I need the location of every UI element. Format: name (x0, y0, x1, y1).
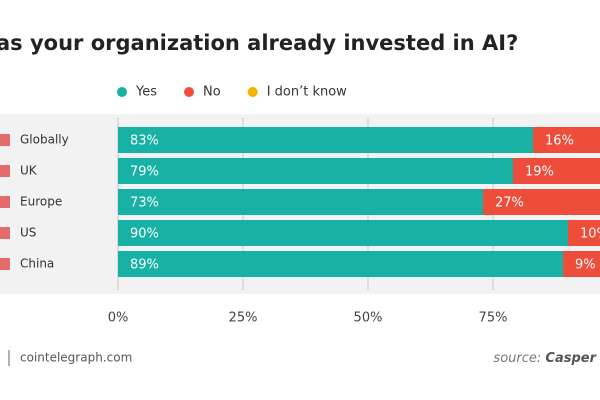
legend-marker (117, 87, 127, 97)
bar-segment (533, 127, 600, 153)
bar-segment (513, 158, 600, 184)
category-label: US (20, 226, 36, 240)
legend-label: I don’t know (267, 85, 347, 100)
source-name: Casper (545, 351, 597, 366)
value-label: 79% (130, 165, 159, 180)
value-label: 89% (130, 258, 159, 273)
bar-segment (118, 220, 568, 246)
bar-segment (563, 251, 600, 277)
source-label: source: (493, 351, 541, 366)
bar-segment (118, 251, 563, 277)
flag (0, 196, 10, 208)
value-label: 90% (130, 227, 159, 242)
flag (0, 134, 10, 146)
flag (0, 165, 10, 177)
legend-marker (247, 87, 258, 97)
bar-segment (483, 189, 600, 215)
category-label: Globally (20, 133, 69, 147)
category-label: UK (20, 164, 38, 178)
value-label: 9% (575, 258, 596, 273)
value-label: 10% (580, 227, 600, 242)
bar-segment (568, 220, 600, 246)
x-tick-label: 0% (108, 311, 129, 326)
value-label: 27% (495, 196, 524, 211)
bar-segment (118, 189, 483, 215)
value-label: 73% (130, 196, 159, 211)
x-tick-label: 25% (229, 311, 258, 326)
flag (0, 258, 10, 270)
flag (0, 227, 10, 239)
category-label: Europe (20, 195, 62, 209)
x-tick-label: 75% (479, 311, 508, 326)
footer: cointelegraph.com (20, 351, 132, 365)
value-label: 16% (545, 134, 574, 149)
x-tick-label: 50% (354, 311, 383, 326)
value-label: 83% (130, 134, 159, 149)
category-label: China (20, 257, 54, 271)
source: source: Casper (493, 351, 597, 366)
bar-segment (118, 158, 513, 184)
legend-marker (184, 87, 194, 97)
value-label: 19% (525, 165, 554, 180)
bar-segment (118, 127, 533, 153)
legend-label: Yes (135, 85, 157, 100)
chart-title: as your organization already invested in… (0, 31, 518, 55)
legend-label: No (203, 85, 221, 100)
